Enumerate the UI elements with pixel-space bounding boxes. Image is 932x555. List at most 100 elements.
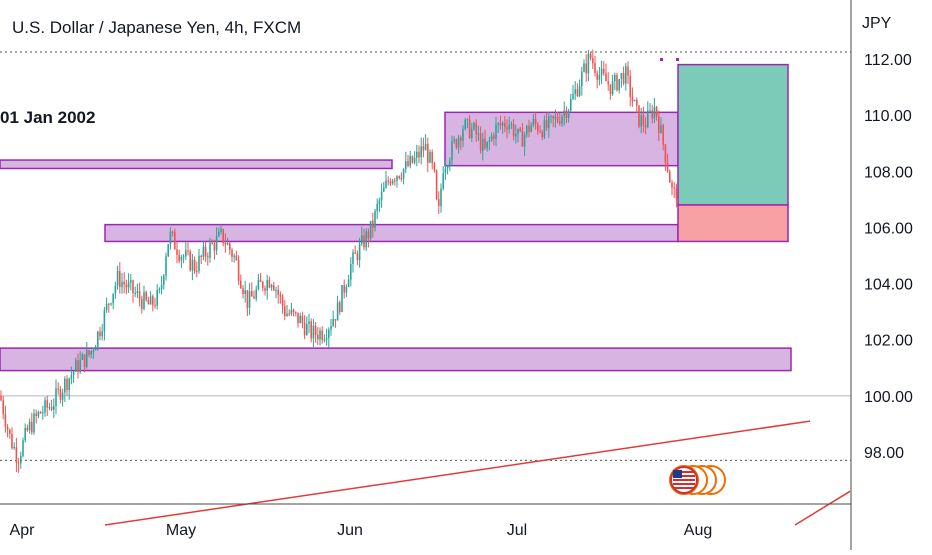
candle-body	[64, 378, 66, 393]
candle-body	[83, 354, 86, 368]
candle-body	[59, 389, 62, 400]
candle-body	[332, 319, 334, 327]
candle-body	[543, 119, 546, 138]
candle-body	[431, 152, 433, 163]
candle-body	[17, 462, 20, 464]
candle-body	[13, 447, 15, 449]
candle-body	[466, 119, 469, 121]
candle-body	[369, 220, 372, 239]
handle-dot[interactable]	[660, 58, 663, 61]
candle-body	[660, 125, 662, 134]
candle-body	[407, 161, 409, 166]
candle-body	[523, 134, 526, 147]
candle-body	[154, 305, 156, 307]
trendline-0[interactable]	[104, 420, 811, 526]
horizontal-lines	[0, 51, 851, 461]
x-tick-label: Aug	[684, 522, 712, 539]
x-tick-label: Apr	[10, 522, 36, 539]
candle-body	[574, 89, 576, 95]
candle-body	[528, 125, 530, 132]
candle-body	[673, 187, 675, 189]
candle-body	[614, 74, 616, 82]
candle-body	[323, 339, 326, 341]
candle-body	[499, 123, 502, 126]
candle-body	[136, 291, 139, 293]
candle-body	[572, 94, 574, 99]
candle-body	[77, 360, 79, 372]
candle-body	[636, 99, 638, 106]
candle-body	[105, 303, 108, 311]
candle-body	[396, 176, 398, 181]
candle-body	[0, 395, 2, 401]
candle-body	[402, 169, 405, 179]
candle-body	[211, 243, 213, 245]
zone-lower[interactable]	[0, 347, 792, 372]
candle-body	[409, 156, 411, 166]
candle-body	[589, 53, 592, 59]
candle-body	[455, 139, 458, 148]
candle-body	[163, 275, 165, 285]
handle-dot[interactable]	[676, 58, 679, 61]
candle-body	[123, 281, 125, 285]
candle-body	[11, 434, 13, 449]
candle-body	[2, 400, 4, 415]
candle-body	[655, 106, 658, 117]
candle-body	[224, 242, 227, 245]
candle-body	[594, 63, 596, 74]
candle-body	[198, 255, 200, 272]
candle-body	[585, 63, 587, 74]
candle-body	[42, 412, 44, 414]
candle-body	[317, 335, 319, 340]
candle-body	[257, 279, 260, 290]
us-flag-icon[interactable]	[670, 466, 698, 494]
candle-body	[127, 282, 130, 288]
candle-body	[662, 125, 664, 145]
candle-body	[312, 325, 315, 339]
candle-body	[479, 133, 482, 151]
candle-body	[501, 122, 504, 126]
zone-left-upper[interactable]	[0, 159, 393, 170]
candle-body	[288, 313, 290, 315]
candle-body	[90, 350, 92, 355]
candle-body	[44, 400, 46, 413]
zone-mid[interactable]	[104, 223, 679, 243]
x-tick-label: Jul	[507, 522, 527, 539]
position-tool[interactable]	[660, 58, 789, 243]
candle-body	[22, 440, 24, 456]
candle-body	[440, 188, 442, 207]
candle-body	[394, 180, 396, 182]
candle-body	[607, 81, 609, 85]
trendlines[interactable]	[104, 420, 851, 526]
candle-body	[475, 123, 477, 135]
candle-body	[603, 68, 605, 74]
candle-body	[457, 137, 460, 148]
candle-body	[644, 125, 647, 128]
event-flags[interactable]	[669, 465, 726, 495]
loss-zone[interactable]	[677, 204, 789, 243]
candle-body	[301, 315, 304, 323]
profit-zone[interactable]	[677, 63, 789, 206]
candle-body	[319, 330, 321, 340]
candle-body	[517, 128, 519, 135]
candle-body	[380, 191, 383, 201]
candle-body	[187, 250, 189, 252]
y-tick-label: 112.00	[864, 52, 912, 69]
candle-body	[556, 116, 559, 122]
candle-body	[116, 270, 119, 286]
candle-body	[629, 75, 631, 97]
candle-body	[411, 156, 414, 163]
candle-body	[598, 75, 601, 80]
candle-body	[429, 152, 431, 163]
candle-body	[9, 429, 11, 435]
candle-body	[488, 140, 491, 142]
candle-body	[79, 359, 81, 372]
candle-body	[24, 427, 26, 441]
candle-body	[209, 243, 211, 258]
candle-body	[220, 229, 222, 232]
candle-body	[422, 146, 425, 151]
trendline-1[interactable]	[794, 490, 851, 526]
x-tick-label: Jun	[337, 522, 363, 539]
candle-body	[310, 321, 312, 339]
